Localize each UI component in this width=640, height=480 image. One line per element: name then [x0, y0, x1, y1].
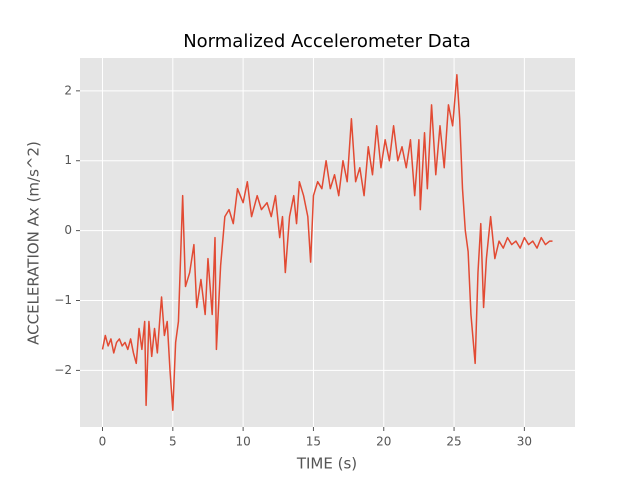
y-tick-label: −2: [54, 363, 72, 377]
x-tick-label: 25: [446, 435, 461, 449]
chart-title: Normalized Accelerometer Data: [183, 31, 471, 52]
x-tick-label: 0: [99, 435, 107, 449]
x-tick-label: 10: [235, 435, 250, 449]
y-axis-label: ACCELERATION Ax (m/s^2): [25, 141, 43, 345]
y-tick-label: 1: [64, 153, 72, 167]
x-tick-label: 5: [169, 435, 177, 449]
x-tick-label: 20: [376, 435, 391, 449]
x-axis-label: TIME (s): [296, 455, 357, 473]
x-tick-label: 15: [306, 435, 321, 449]
y-tick-label: −1: [54, 293, 72, 307]
x-tick-label: 30: [517, 435, 532, 449]
data-line: [101, 74, 553, 411]
y-tick-label: 0: [64, 223, 72, 237]
y-tick-label: 2: [64, 83, 72, 97]
